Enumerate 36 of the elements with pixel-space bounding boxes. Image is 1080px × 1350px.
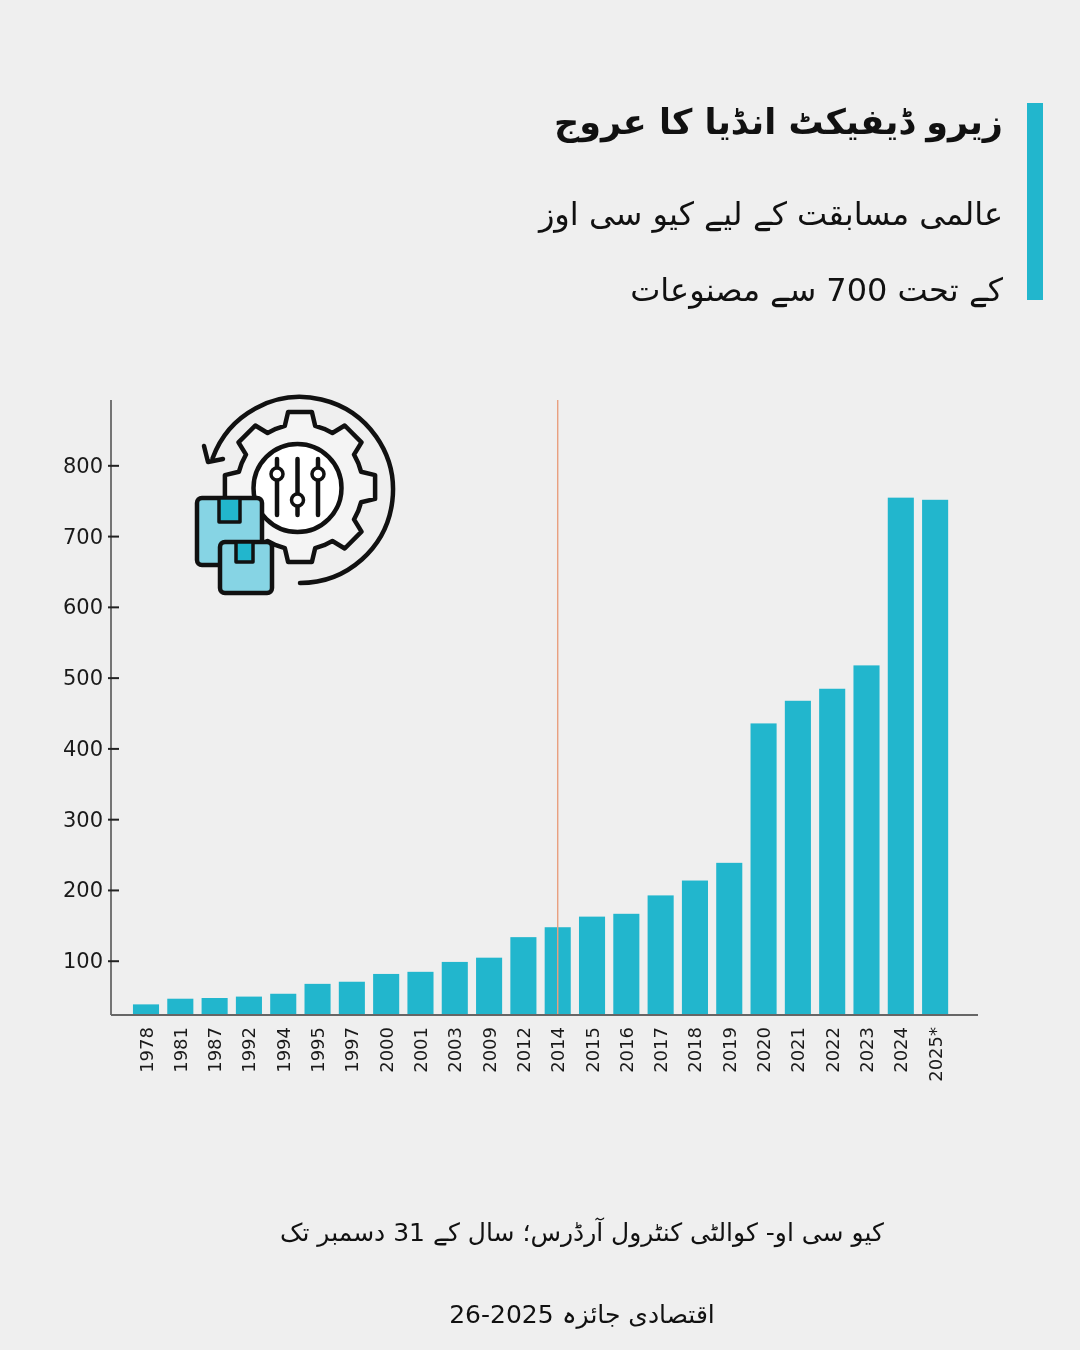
x-tick-label: 2012 [512, 1027, 534, 1073]
x-tick-label: 1992 [238, 1027, 260, 1073]
x-tick-label: 2015 [581, 1027, 603, 1073]
x-tick-label: 2001 [409, 1027, 431, 1073]
y-tick-label: 100 [62, 949, 103, 974]
x-tick-label: 2018 [684, 1027, 706, 1073]
x-tick-label: 2021 [787, 1027, 809, 1073]
x-tick-label: 2024 [890, 1027, 912, 1073]
annotation: اقتصادی جائزہ 2025-26 [448, 1300, 716, 1329]
x-tick-label: 2023 [855, 1027, 877, 1073]
x-tick-label: 1981 [169, 1027, 191, 1073]
y-tick-label: 600 [62, 595, 103, 620]
y-tick-label: 800 [62, 453, 103, 478]
y-tick-label: 400 [62, 736, 103, 761]
subtitle: عالمی مسابقت کے لیے کیو سی اوز کے تحت 700 سے مصنوعات [536, 194, 1003, 311]
x-tick-label: 1997 [341, 1027, 363, 1073]
annotation: کیو سی او- کوالٹی کنٹرول آرڈرس؛ سال کے 31 دسمبر تک [279, 1218, 885, 1247]
x-tick-label: 2019 [718, 1027, 740, 1073]
x-tick-label: 1995 [307, 1027, 329, 1073]
x-tick-label: 2000 [375, 1027, 397, 1073]
title: زیرو ڈیفیکٹ انڈیا کا عروج [554, 102, 1003, 142]
x-tick-label: 2003 [444, 1027, 466, 1073]
x-tick-label: 2009 [478, 1027, 500, 1073]
x-tick-label: 2022 [821, 1027, 843, 1073]
x-tick-label: 2020 [753, 1027, 775, 1073]
x-tick-label: 1994 [272, 1027, 294, 1073]
x-tick-label: 1978 [135, 1027, 157, 1073]
y-tick-label: 700 [62, 524, 103, 549]
y-tick-label: 200 [62, 878, 103, 903]
x-tick-label: 2025* [924, 1027, 946, 1082]
x-tick-label: 2016 [615, 1027, 637, 1073]
x-tick-label: 1987 [204, 1027, 226, 1073]
y-tick-label: 500 [62, 666, 103, 691]
y-tick-label: 300 [62, 807, 103, 832]
x-tick-label: 2017 [650, 1027, 672, 1073]
x-tick-label: 2014 [547, 1027, 569, 1073]
